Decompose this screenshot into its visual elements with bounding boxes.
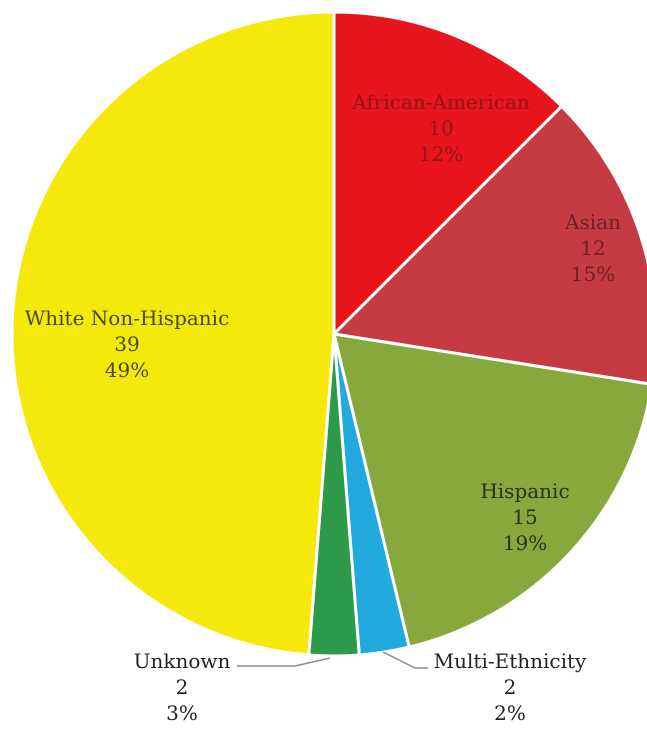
leader-line-unknown (237, 657, 331, 667)
slice-label-value: 39 (114, 332, 139, 356)
slice-label-name: Asian (564, 210, 621, 234)
leader-line-multi-ethnicity (382, 651, 428, 669)
slice-label-white-non-hispanic: White Non-Hispanic 39 49% (25, 306, 230, 382)
slice-label-name: Hispanic (480, 479, 569, 503)
slice-label-percent: 3% (166, 701, 198, 725)
slice-label-name: Multi-Ethnicity (434, 649, 587, 673)
slice-label-multi-ethnicity: Multi-Ethnicity 2 2% (434, 649, 587, 725)
slice-label-asian: Asian 12 15% (564, 210, 621, 286)
slice-label-unknown: Unknown 2 3% (134, 649, 231, 725)
slice-label-percent: 12% (419, 142, 463, 166)
slice-label-hispanic: Hispanic 15 19% (480, 479, 569, 555)
pie-slice-white-non-hispanic (10, 10, 336, 657)
slice-label-name: White Non-Hispanic (25, 306, 230, 330)
pie-slice-african-american (332, 10, 564, 338)
slice-label-value: 2 (176, 675, 189, 699)
leader-lines-layer (237, 651, 428, 669)
slice-label-name: African-American (351, 90, 530, 114)
slice-label-percent: 49% (105, 358, 149, 382)
slice-label-name: Unknown (134, 649, 231, 673)
slice-label-value: 2 (504, 675, 517, 699)
slice-label-percent: 19% (503, 531, 547, 555)
pie-slice-hispanic (332, 332, 647, 649)
slices-layer (10, 10, 647, 658)
labels-layer: African-American 10 12%Asian 12 15%Hispanic 1… (25, 90, 621, 725)
pie-slice-asian (330, 104, 647, 386)
slice-label-value: 10 (428, 116, 453, 140)
slice-label-value: 15 (512, 505, 537, 529)
slice-label-value: 12 (580, 236, 605, 260)
slice-label-percent: 2% (494, 701, 526, 725)
slice-label-african-american: African-American 10 12% (351, 90, 530, 166)
slice-label-percent: 15% (571, 262, 615, 286)
